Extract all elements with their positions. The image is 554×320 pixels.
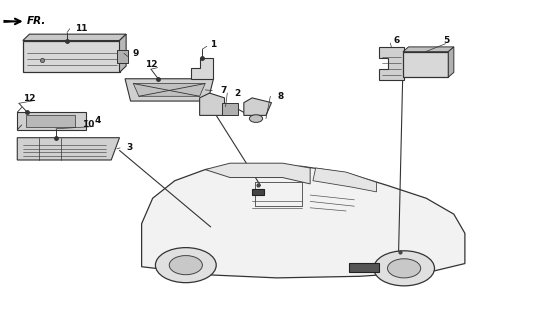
Polygon shape (142, 166, 465, 278)
Polygon shape (120, 34, 126, 72)
Text: 7: 7 (220, 86, 227, 95)
Bar (403, 52, 448, 77)
Circle shape (249, 115, 263, 123)
Polygon shape (244, 98, 271, 116)
Polygon shape (199, 93, 224, 116)
Polygon shape (448, 47, 454, 77)
Circle shape (169, 256, 202, 275)
Polygon shape (23, 34, 126, 41)
Text: 11: 11 (75, 24, 88, 33)
Circle shape (387, 259, 420, 278)
Circle shape (374, 251, 434, 286)
Bar (117, 50, 128, 63)
Circle shape (156, 248, 216, 283)
Text: 8: 8 (277, 92, 283, 101)
Text: 12: 12 (23, 94, 35, 103)
Text: FR.: FR. (27, 16, 47, 27)
Polygon shape (134, 84, 205, 96)
Polygon shape (25, 116, 75, 126)
Text: 2: 2 (234, 89, 240, 98)
Text: 3: 3 (127, 143, 133, 152)
Text: 4: 4 (95, 116, 101, 125)
Polygon shape (205, 163, 310, 184)
Polygon shape (191, 58, 213, 79)
Polygon shape (313, 168, 377, 192)
Bar (349, 263, 379, 272)
Polygon shape (3, 20, 17, 23)
Polygon shape (17, 138, 120, 160)
Text: 10: 10 (83, 120, 95, 130)
Text: 12: 12 (146, 60, 158, 69)
Polygon shape (17, 112, 86, 130)
Polygon shape (125, 79, 213, 101)
Bar (252, 189, 264, 195)
Bar (222, 103, 238, 116)
Text: 6: 6 (393, 36, 399, 45)
Polygon shape (403, 47, 454, 52)
Text: 1: 1 (209, 40, 216, 49)
Text: 9: 9 (132, 49, 138, 58)
Polygon shape (379, 47, 404, 80)
Text: 5: 5 (443, 36, 449, 45)
Bar (23, 41, 120, 72)
